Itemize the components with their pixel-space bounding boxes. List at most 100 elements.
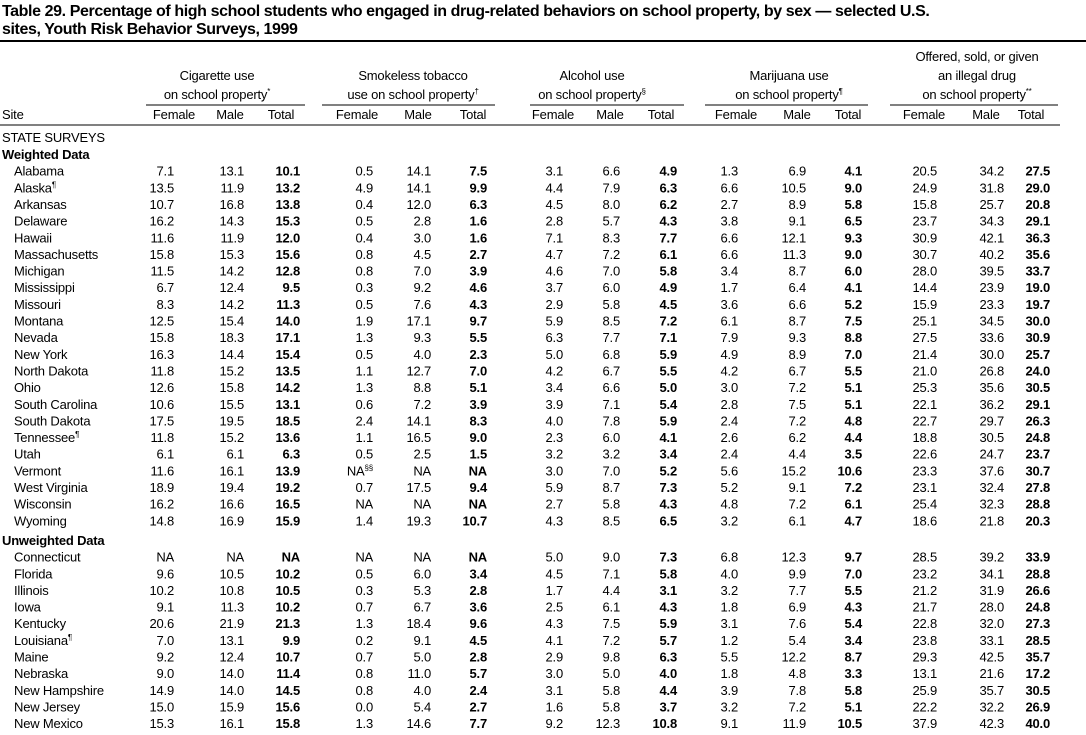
table-cell: 11.9 xyxy=(782,716,806,731)
table-cell: 6.6 xyxy=(721,247,738,262)
table-cell: 6.1 xyxy=(227,447,244,462)
table-cell: 16.1 xyxy=(219,716,244,731)
table-cell: 9.0 xyxy=(845,247,862,262)
table-cell: 5.5 xyxy=(660,363,677,378)
table-cell: NA xyxy=(413,550,431,565)
table-cell: 3.2 xyxy=(603,447,620,462)
table-cell: 14.0 xyxy=(219,683,244,698)
table-cell: 11.5 xyxy=(150,264,174,279)
table-cell: 9.6 xyxy=(470,616,487,631)
table-cell: 5.1 xyxy=(845,397,862,412)
table-cell: 3.2 xyxy=(721,513,738,528)
table-cell: 1.7 xyxy=(546,583,563,598)
table-cell: 5.2 xyxy=(660,463,677,478)
column-header: Total xyxy=(268,107,295,122)
table-cell: 18.9 xyxy=(149,480,174,495)
table-cell: 8.5 xyxy=(603,314,620,329)
table-cell: 2.8 xyxy=(470,650,487,665)
table-cell: 16.1 xyxy=(219,463,244,478)
table-cell: 28.0 xyxy=(912,264,937,279)
table-cell: 3.1 xyxy=(546,164,563,179)
table-cell: 0.7 xyxy=(356,600,373,615)
site-name-text: Alaska xyxy=(14,180,53,195)
site-name-text: South Carolina xyxy=(14,397,98,412)
table-cell: 4.7 xyxy=(845,513,862,528)
table-cell: 5.8 xyxy=(603,497,620,512)
table-cell: 34.1 xyxy=(979,566,1004,581)
footnote-mark: ¶ xyxy=(52,180,56,189)
table-cell: 5.2 xyxy=(721,480,738,495)
table-cell: 6.2 xyxy=(789,430,806,445)
table-cell: 6.3 xyxy=(470,197,487,212)
table-cell: 1.3 xyxy=(356,716,373,731)
table-cell: 6.3 xyxy=(660,180,677,195)
table-cell: 24.7 xyxy=(979,447,1004,462)
table-cell: 27.5 xyxy=(912,330,937,345)
table-cell: 7.8 xyxy=(603,413,620,428)
table-cell: 4.2 xyxy=(721,363,738,378)
table-cell: 9.0 xyxy=(845,180,862,195)
table-cell: 14.4 xyxy=(912,280,937,295)
table-cell: 13.2 xyxy=(275,180,300,195)
table-cell: 15.3 xyxy=(275,214,300,229)
site-name: Delaware xyxy=(14,214,67,229)
group-header-text: Smokeless tobacco xyxy=(358,68,467,83)
table-cell: 10.8 xyxy=(219,583,244,598)
table-cell: 1.6 xyxy=(470,230,487,245)
table-cell: 5.8 xyxy=(603,297,620,312)
table-cell: 6.1 xyxy=(789,513,806,528)
table-cell: 8.7 xyxy=(789,314,806,329)
table-cell: NA xyxy=(413,497,431,512)
column-header: Female xyxy=(532,107,574,122)
column-header: Total xyxy=(648,107,675,122)
table-cell: 5.3 xyxy=(414,583,431,598)
table-cell: 9.1 xyxy=(414,633,431,648)
table-cell: 3.5 xyxy=(845,447,862,462)
table-cell: 27.3 xyxy=(1025,616,1050,631)
table-cell: 0.8 xyxy=(356,683,373,698)
table-cell: 35.7 xyxy=(1025,650,1050,665)
table-cell: 11.8 xyxy=(150,363,174,378)
table-cell: 21.8 xyxy=(979,513,1004,528)
table-cell: 17.5 xyxy=(406,480,431,495)
table-cell: 8.9 xyxy=(789,197,806,212)
site-name: Montana xyxy=(14,314,64,329)
site-name-text: Maine xyxy=(14,650,48,665)
table-cell: 21.7 xyxy=(912,600,937,615)
table-cell: 14.2 xyxy=(275,380,300,395)
table-cell: 1.3 xyxy=(356,616,373,631)
table-cell: 15.3 xyxy=(149,716,174,731)
table-cell: 7.2 xyxy=(603,247,620,262)
site-name-text: Louisiana xyxy=(14,633,69,648)
table-cell: 3.9 xyxy=(470,264,487,279)
table-cell: 1.6 xyxy=(546,699,563,714)
table-cell: 30.5 xyxy=(1025,683,1050,698)
table-cell: 17.1 xyxy=(275,330,300,345)
site-name-text: Nevada xyxy=(14,330,59,345)
table-cell: 15.9 xyxy=(912,297,937,312)
table-cell: 22.7 xyxy=(912,413,937,428)
table-title: sites, Youth Risk Behavior Surveys, 1999 xyxy=(2,21,298,38)
table-cell: 12.3 xyxy=(595,716,620,731)
table-cell: 39.5 xyxy=(979,264,1004,279)
site-name-text: West Virginia xyxy=(14,480,88,495)
table-cell: 14.0 xyxy=(275,314,300,329)
table-cell: 40.0 xyxy=(1025,716,1050,731)
site-name-text: New Mexico xyxy=(14,716,83,731)
column-header: Female xyxy=(336,107,378,122)
group-header-text: on school property xyxy=(922,87,1026,102)
table-cell: 5.8 xyxy=(845,197,862,212)
table-cell: 12.4 xyxy=(219,650,244,665)
table-cell: 29.3 xyxy=(912,650,937,665)
table-cell: 19.7 xyxy=(1025,297,1050,312)
table-cell: 11.3 xyxy=(276,297,300,312)
table-cell: 30.5 xyxy=(979,430,1004,445)
table-cell: 6.1 xyxy=(845,497,862,512)
table-cell: 4.0 xyxy=(414,347,431,362)
site-name: New Mexico xyxy=(14,716,83,731)
table-cell: 6.5 xyxy=(845,214,862,229)
table-cell: 11.6 xyxy=(150,463,174,478)
table-cell: 15.6 xyxy=(275,247,300,262)
table-cell: NA xyxy=(156,550,174,565)
table-cell: 19.3 xyxy=(406,513,431,528)
